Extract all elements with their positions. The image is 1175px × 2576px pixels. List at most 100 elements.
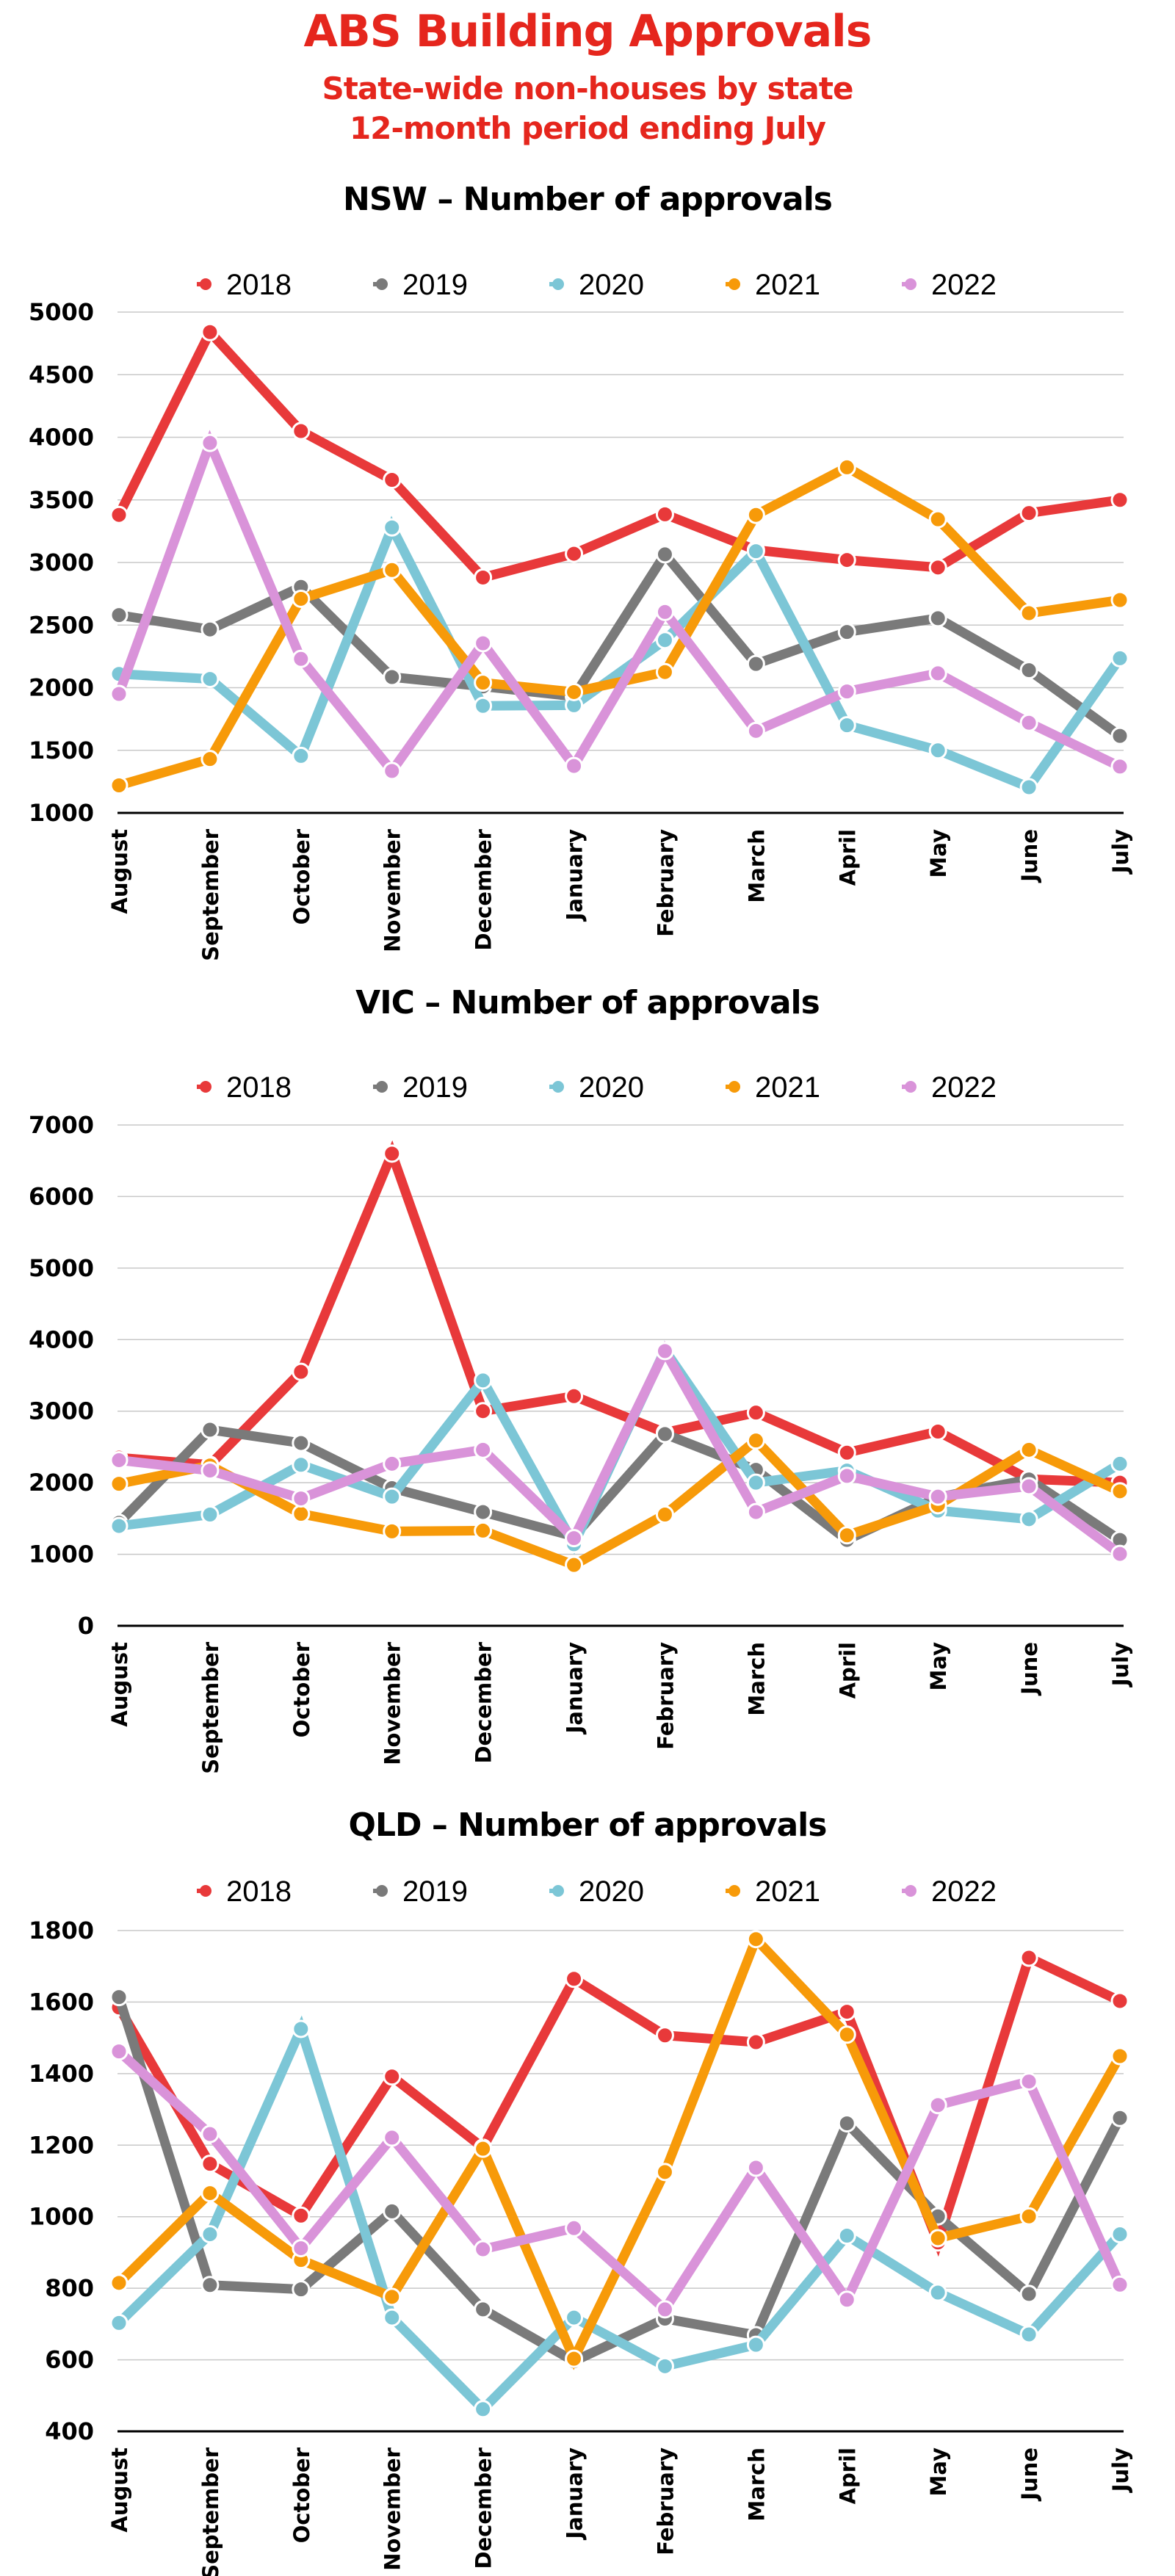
data-point-2020-september[interactable] <box>200 2225 220 2244</box>
data-point-2018-may[interactable] <box>928 1422 947 1441</box>
data-point-2019-june[interactable] <box>1019 2284 1038 2304</box>
data-point-2022-september[interactable] <box>200 433 220 452</box>
data-point-2021-june[interactable] <box>1019 1440 1038 1459</box>
data-point-2019-november[interactable] <box>383 2201 402 2221</box>
data-point-2019-october[interactable] <box>292 1433 311 1452</box>
data-point-2020-august[interactable] <box>109 2313 129 2332</box>
data-point-2020-december[interactable] <box>474 696 493 715</box>
data-point-2019-november[interactable] <box>383 667 402 687</box>
data-point-2022-november[interactable] <box>383 1454 402 1473</box>
data-point-2020-february[interactable] <box>655 631 674 650</box>
data-point-2022-may[interactable] <box>928 1487 947 1506</box>
data-point-2022-august[interactable] <box>109 684 129 703</box>
data-point-2018-february[interactable] <box>655 504 674 524</box>
data-point-2022-september[interactable] <box>200 2124 220 2143</box>
data-point-2021-july[interactable] <box>1110 1482 1129 1501</box>
legend-item-2021[interactable]: 2021 <box>726 1071 820 1104</box>
data-point-2022-october[interactable] <box>292 649 311 668</box>
data-point-2021-august[interactable] <box>109 2273 129 2293</box>
data-point-2021-january[interactable] <box>565 2349 584 2368</box>
data-point-2019-september[interactable] <box>200 1420 220 1439</box>
legend-item-2018[interactable]: 2018 <box>197 269 292 301</box>
data-point-2021-october[interactable] <box>292 589 311 608</box>
data-point-2019-february[interactable] <box>655 545 674 564</box>
data-point-2022-december[interactable] <box>474 634 493 653</box>
data-point-2018-june[interactable] <box>1019 504 1038 523</box>
data-point-2022-may[interactable] <box>928 2096 947 2115</box>
data-point-2022-january[interactable] <box>565 756 584 775</box>
data-point-2020-june[interactable] <box>1019 2325 1038 2344</box>
data-point-2018-october[interactable] <box>292 2206 311 2225</box>
data-point-2021-september[interactable] <box>200 750 220 769</box>
data-point-2019-september[interactable] <box>200 620 220 639</box>
data-point-2019-december[interactable] <box>474 1502 493 1522</box>
legend-item-2020[interactable]: 2020 <box>549 269 644 301</box>
data-point-2021-march[interactable] <box>746 1431 765 1450</box>
data-point-2020-september[interactable] <box>200 670 220 689</box>
data-point-2021-february[interactable] <box>655 2163 674 2182</box>
data-point-2022-february[interactable] <box>655 1342 674 1361</box>
data-point-2020-february[interactable] <box>655 2356 674 2376</box>
data-point-2021-may[interactable] <box>928 510 947 529</box>
data-point-2021-february[interactable] <box>655 1505 674 1524</box>
data-point-2022-april[interactable] <box>837 1466 856 1486</box>
data-point-2020-january[interactable] <box>565 2308 584 2327</box>
legend-item-2019[interactable]: 2019 <box>373 1875 468 1908</box>
data-point-2021-july[interactable] <box>1110 590 1129 609</box>
legend-item-2018[interactable]: 2018 <box>197 1071 292 1104</box>
data-point-2018-november[interactable] <box>383 2067 402 2086</box>
data-point-2018-february[interactable] <box>655 2026 674 2045</box>
data-point-2018-april[interactable] <box>837 551 856 570</box>
data-point-2021-march[interactable] <box>746 1930 765 1949</box>
data-point-2019-april[interactable] <box>837 623 856 642</box>
data-point-2022-july[interactable] <box>1110 2275 1129 2294</box>
data-point-2018-january[interactable] <box>565 544 584 563</box>
data-point-2022-august[interactable] <box>109 2042 129 2061</box>
data-point-2022-december[interactable] <box>474 2240 493 2259</box>
data-point-2020-may[interactable] <box>928 741 947 760</box>
data-point-2020-december[interactable] <box>474 2400 493 2419</box>
data-point-2022-march[interactable] <box>746 721 765 740</box>
data-point-2021-november[interactable] <box>383 1522 402 1541</box>
data-point-2018-july[interactable] <box>1110 1991 1129 2011</box>
data-point-2021-june[interactable] <box>1019 2207 1038 2226</box>
data-point-2018-march[interactable] <box>746 1403 765 1422</box>
data-point-2020-june[interactable] <box>1019 1510 1038 1529</box>
data-point-2019-august[interactable] <box>109 606 129 625</box>
legend-item-2019[interactable]: 2019 <box>373 269 468 301</box>
data-point-2022-september[interactable] <box>200 1461 220 1480</box>
data-point-2019-october[interactable] <box>292 2280 311 2299</box>
data-point-2021-march[interactable] <box>746 505 765 524</box>
data-point-2022-march[interactable] <box>746 1502 765 1522</box>
data-point-2022-october[interactable] <box>292 2239 311 2258</box>
data-point-2022-december[interactable] <box>474 1440 493 1459</box>
data-point-2020-october[interactable] <box>292 1455 311 1475</box>
data-point-2021-april[interactable] <box>837 457 856 477</box>
data-point-2020-july[interactable] <box>1110 648 1129 667</box>
data-point-2021-september[interactable] <box>200 2184 220 2203</box>
data-point-2022-july[interactable] <box>1110 1544 1129 1563</box>
data-point-2021-april[interactable] <box>837 1526 856 1545</box>
data-point-2020-may[interactable] <box>928 2283 947 2302</box>
data-point-2019-july[interactable] <box>1110 2108 1129 2127</box>
data-point-2022-october[interactable] <box>292 1489 311 1508</box>
data-point-2018-may[interactable] <box>928 558 947 577</box>
data-point-2021-december[interactable] <box>474 673 493 692</box>
data-point-2019-march[interactable] <box>746 654 765 673</box>
legend-item-2020[interactable]: 2020 <box>549 1071 644 1104</box>
data-point-2022-may[interactable] <box>928 664 947 683</box>
data-point-2018-september[interactable] <box>200 2154 220 2174</box>
data-point-2021-january[interactable] <box>565 1555 584 1574</box>
data-point-2019-april[interactable] <box>837 2114 856 2133</box>
data-point-2020-june[interactable] <box>1019 778 1038 797</box>
legend-item-2021[interactable]: 2021 <box>726 269 820 301</box>
data-point-2020-july[interactable] <box>1110 1454 1129 1473</box>
data-point-2021-december[interactable] <box>474 2139 493 2158</box>
data-point-2021-november[interactable] <box>383 2287 402 2307</box>
data-point-2019-may[interactable] <box>928 609 947 628</box>
legend-item-2022[interactable]: 2022 <box>902 1875 997 1908</box>
data-point-2019-august[interactable] <box>109 1988 129 2007</box>
legend-item-2019[interactable]: 2019 <box>373 1071 468 1104</box>
data-point-2019-december[interactable] <box>474 2300 493 2319</box>
data-point-2018-october[interactable] <box>292 1362 311 1381</box>
